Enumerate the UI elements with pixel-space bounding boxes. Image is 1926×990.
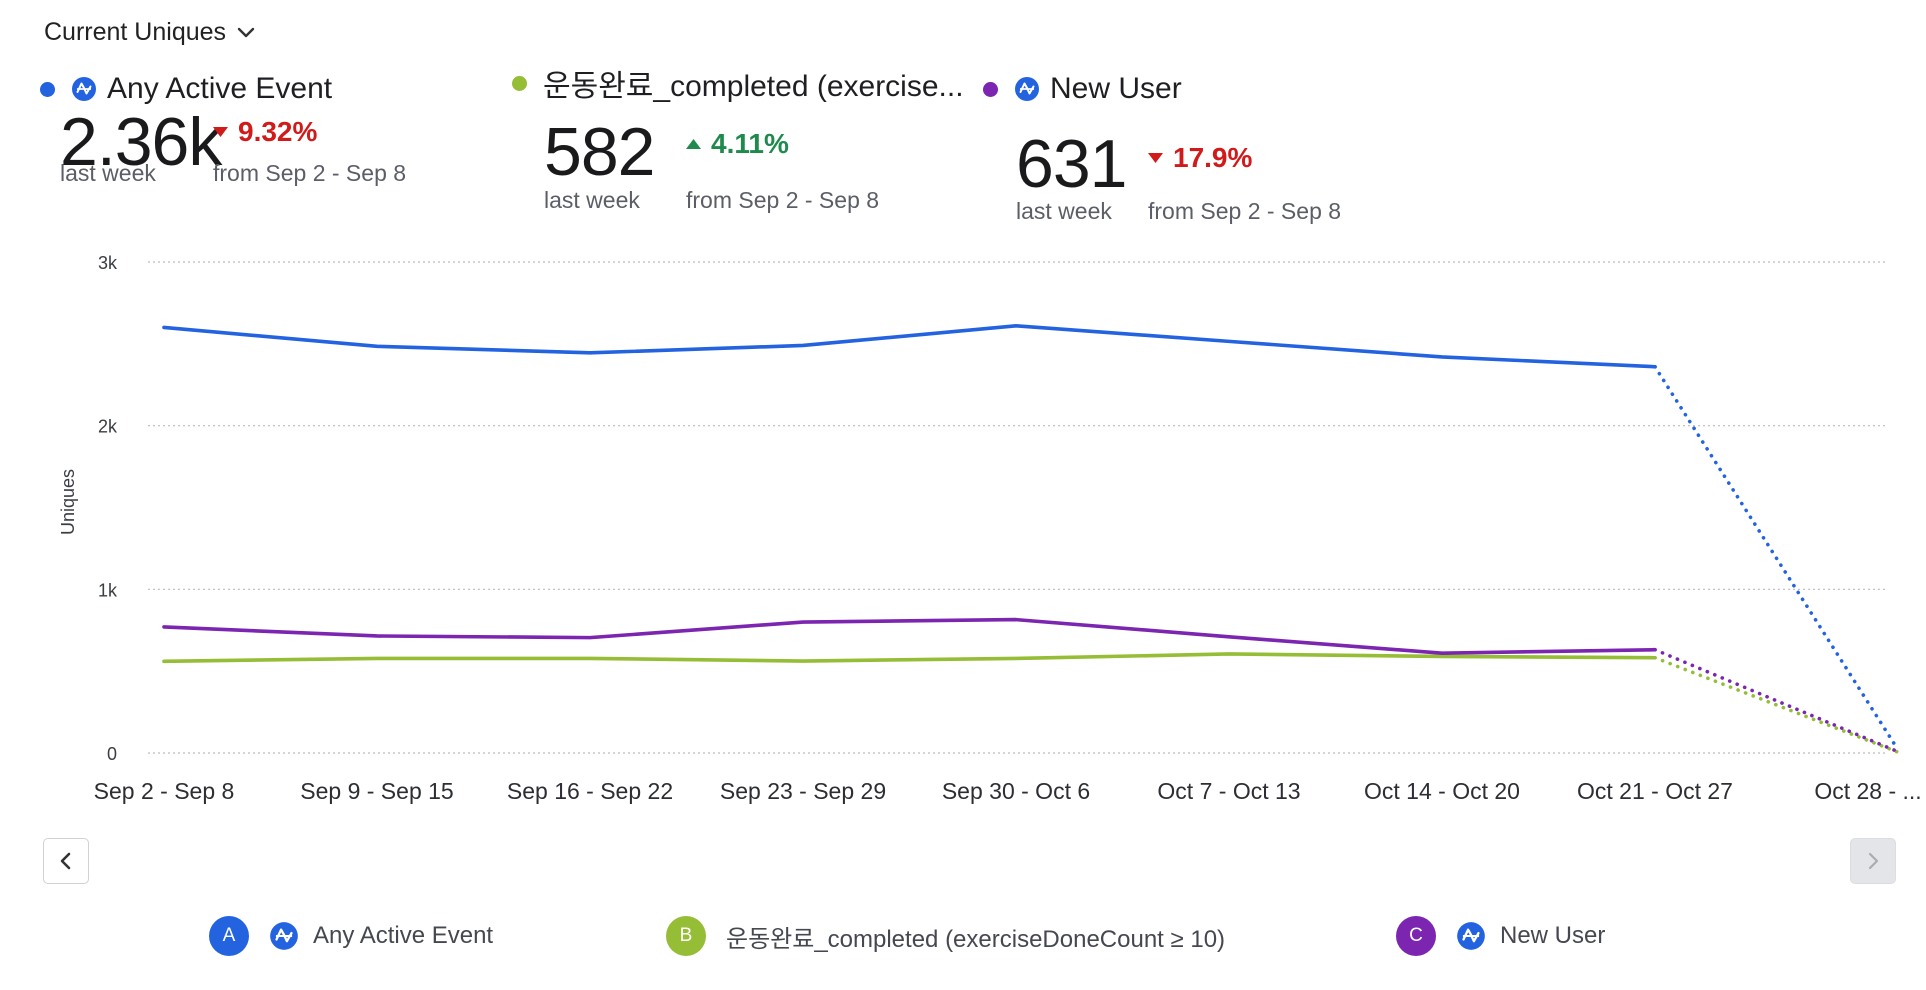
chevron-down-icon [237, 27, 255, 37]
y-tick-label: 3k [98, 253, 118, 273]
y-tick-label: 0 [107, 744, 117, 764]
series-incomplete-segment [1653, 647, 1900, 754]
legend-item-c[interactable]: C New User [1396, 916, 1605, 956]
x-tick-label: Oct 28 - ... [1814, 778, 1921, 804]
series-color-dot [512, 75, 527, 91]
series-name: Any Active Event [107, 72, 333, 105]
legend-label: Any Active Event [313, 922, 494, 949]
legend-badge: A [209, 916, 249, 956]
x-tick-label: Oct 21 - Oct 27 [1577, 778, 1733, 804]
triangle-down-icon [213, 127, 228, 137]
metric-value: 631 [1016, 126, 1127, 202]
summary-exercise-completed[interactable]: 운동완료_completed (exercise... 582 4.11% la… [512, 56, 972, 226]
x-tick-label: Sep 16 - Sep 22 [507, 778, 673, 804]
period-label: last week [544, 187, 640, 213]
series-color-dot [40, 81, 55, 97]
x-tick-label: Sep 9 - Sep 15 [300, 778, 453, 804]
y-axis-ticks: 0 1k 2k 3k [98, 253, 118, 764]
series-line [162, 324, 1900, 752]
y-tick-label: 2k [98, 417, 118, 437]
series-solid-segment [162, 617, 1657, 655]
compare-label: from Sep 2 - Sep 8 [686, 187, 880, 213]
x-tick-label: Sep 30 - Oct 6 [942, 778, 1090, 804]
compare-label: from Sep 2 - Sep 8 [1148, 198, 1342, 224]
change-indicator: 9.32% [213, 116, 317, 148]
triangle-up-icon [686, 139, 701, 149]
series-name: 운동완료_completed (exercise... [543, 70, 964, 103]
legend-label: New User [1500, 922, 1606, 949]
x-tick-label: Sep 2 - Sep 8 [94, 778, 235, 804]
y-tick-label: 1k [98, 580, 118, 600]
legend-label: 운동완료_completed (exerciseDoneCount ≥ 10) [726, 925, 1226, 953]
amplitude-event-icon [1457, 922, 1485, 950]
x-tick-label: Oct 7 - Oct 13 [1157, 778, 1300, 804]
chart-grid [148, 261, 1885, 754]
series-line [162, 617, 1900, 754]
change-percent: 4.11% [711, 128, 789, 159]
legend-badge: C [1396, 916, 1436, 956]
chart-next-button[interactable] [1850, 838, 1896, 884]
triangle-down-icon [1148, 153, 1163, 163]
metric-selector-label: Current Uniques [44, 18, 227, 46]
legend-item-a[interactable]: A Any Active Event [209, 916, 493, 956]
x-tick-label: Sep 23 - Sep 29 [720, 778, 886, 804]
chart-series [162, 324, 1900, 754]
series-name: New User [1050, 72, 1182, 105]
summary-new-user[interactable]: New User 631 17.9% last week from Sep 2 … [983, 62, 1403, 232]
chevron-right-icon [1868, 852, 1879, 870]
series-line [162, 652, 1900, 754]
x-axis-ticks: Sep 2 - Sep 8 Sep 9 - Sep 15 Sep 16 - Sep … [94, 778, 1922, 804]
summary-any-active-event[interactable]: Any Active Event 2.36k 9.32% last week f… [40, 62, 460, 232]
line-chart: 0 1k 2k 3k Uniques Sep 2 - Sep 8 Sep 9 - Sep… [58, 253, 1922, 804]
series-incomplete-segment [1653, 364, 1900, 752]
period-label: last week [1016, 198, 1112, 224]
period-label: last week [60, 160, 156, 186]
change-indicator: 17.9% [1148, 142, 1252, 174]
legend-item-b[interactable]: B 운동완료_completed (exerciseDoneCount ≥ 10… [666, 916, 1225, 956]
compare-label: from Sep 2 - Sep 8 [213, 160, 407, 186]
series-solid-segment [162, 652, 1657, 664]
change-percent: 9.32% [238, 116, 318, 147]
metric-selector[interactable]: Current Uniques [44, 18, 256, 47]
series-color-dot [983, 81, 998, 97]
amplitude-event-icon [1015, 77, 1039, 101]
legend-badge: B [666, 916, 706, 956]
x-tick-label: Oct 14 - Oct 20 [1364, 778, 1520, 804]
series-incomplete-segment [1653, 655, 1900, 754]
metric-value: 582 [544, 114, 655, 190]
change-percent: 17.9% [1173, 142, 1253, 173]
y-axis-label: Uniques [58, 469, 78, 535]
metric-value: 2.36k [60, 104, 222, 180]
amplitude-event-icon [270, 922, 298, 950]
amplitude-event-icon [72, 77, 96, 101]
series-solid-segment [162, 324, 1657, 369]
chevron-left-icon [60, 852, 71, 870]
change-indicator: 4.11% [686, 128, 789, 160]
chart-prev-button[interactable] [43, 838, 89, 884]
